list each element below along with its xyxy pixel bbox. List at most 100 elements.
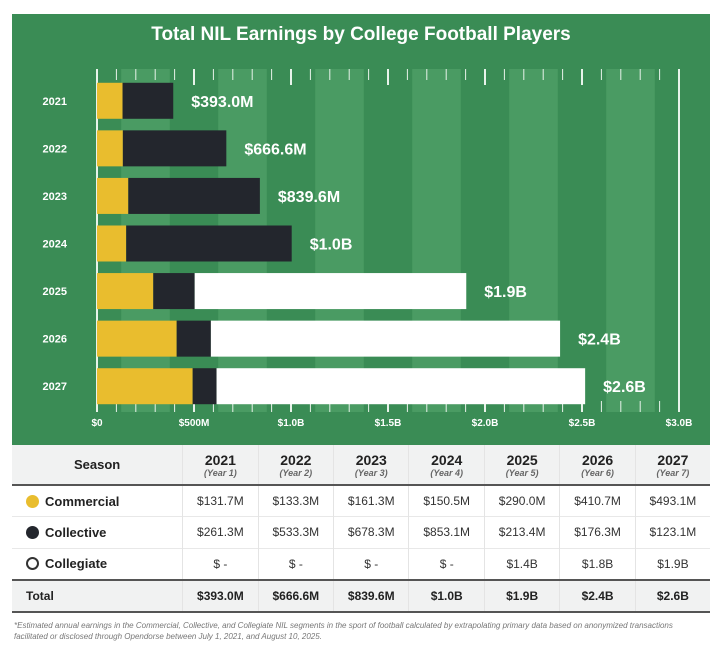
bar-commercial xyxy=(97,177,129,214)
year-header: 2023 (Year 3) xyxy=(333,445,409,486)
row-label: Collective xyxy=(12,517,183,549)
row-label-text: Collective xyxy=(45,524,107,540)
x-tick-label: $500M xyxy=(179,418,210,429)
year-label: 2024 xyxy=(431,451,463,468)
table-row: Collegiate $ - $ - $ - $ - $1.4B $1.8B $1.9B xyxy=(12,548,710,580)
x-tick-label: $0 xyxy=(91,418,103,429)
table-row: Collective $261.3M $533.3M $678.3M $853.1M $2… xyxy=(12,516,710,549)
total-cell: $666.6M xyxy=(257,579,334,612)
row-label-text: Collegiate xyxy=(45,556,108,571)
bar-collective xyxy=(153,273,195,310)
category-label: 2022 xyxy=(43,143,67,155)
bar-collective xyxy=(122,130,227,167)
total-cell: $1.9B xyxy=(483,579,560,612)
year-header: 2026 (Year 6) xyxy=(559,445,636,486)
table-cell: $410.7M xyxy=(559,485,636,517)
bar-collective xyxy=(192,368,217,405)
table-cell: $131.7M xyxy=(182,485,259,517)
table-cell: $493.1M xyxy=(634,485,710,517)
year-label: 2025 xyxy=(506,451,538,468)
category-label: 2027 xyxy=(43,381,67,393)
table-cell: $150.5M xyxy=(408,485,485,517)
legend-dot-icon xyxy=(26,525,39,539)
field-stripe xyxy=(509,69,558,412)
total-value-label: $839.6M xyxy=(278,189,340,206)
category-label: 2026 xyxy=(43,334,67,346)
year-sub-label: (Year 3) xyxy=(354,467,388,478)
table-cell: $ - xyxy=(333,548,409,580)
x-tick-label: $2.5B xyxy=(569,418,596,429)
bar-commercial xyxy=(97,225,127,262)
table-cell: $ - xyxy=(182,548,259,580)
chart-panel: 2021 $393.0M 2022 $666.6M 2023 $839.6M 2024 $1.… xyxy=(12,14,710,445)
table-cell: $123.1M xyxy=(634,516,710,548)
bar-collegiate xyxy=(194,273,467,310)
x-tick-label: $2.0B xyxy=(472,418,499,429)
year-label: 2026 xyxy=(582,451,614,468)
year-header: 2025 (Year 5) xyxy=(483,445,560,486)
year-sub-label: (Year 6) xyxy=(581,467,614,478)
legend-dot-icon xyxy=(26,557,39,570)
year-label: 2027 xyxy=(657,451,689,468)
total-cell: $2.4B xyxy=(559,579,636,612)
x-tick-label: $1.0B xyxy=(278,418,305,429)
year-sub-label: (Year 7) xyxy=(656,467,690,478)
total-cell: $393.0M xyxy=(182,579,259,612)
row-label-text: Commercial xyxy=(45,493,120,509)
year-sub-label: (Year 2) xyxy=(279,467,313,478)
year-sub-label: (Year 1) xyxy=(204,467,237,478)
field-stripe xyxy=(606,69,655,412)
table-cell: $261.3M xyxy=(182,516,259,548)
total-value-label: $1.0B xyxy=(310,237,353,254)
year-header: 2027 (Year 7) xyxy=(634,445,710,486)
bar-commercial xyxy=(97,368,193,405)
bar-commercial xyxy=(97,82,123,119)
x-tick-label: $3.0B xyxy=(666,418,693,429)
chart-title: Total NIL Earnings by College Football P… xyxy=(151,24,571,45)
table-cell: $161.3M xyxy=(333,485,409,517)
category-label: 2024 xyxy=(43,239,68,251)
year-header: 2024 (Year 4) xyxy=(408,445,485,486)
total-value-label: $2.4B xyxy=(578,332,621,349)
total-value-label: $393.0M xyxy=(191,94,253,111)
table-cell: $853.1M xyxy=(408,516,485,548)
table-cell: $1.8B xyxy=(559,548,636,580)
table-cell: $290.0M xyxy=(483,485,560,517)
bar-collective xyxy=(122,82,174,119)
table-header-row: Season 2021 (Year 1) 2022 (Year 2) 2023 (Year… xyxy=(12,445,710,486)
bar-collective xyxy=(176,320,211,357)
table-cell: $213.4M xyxy=(483,516,560,548)
total-value-label: $1.9B xyxy=(484,284,527,301)
legend-dot-icon xyxy=(26,494,39,508)
year-label: 2021 xyxy=(204,451,236,468)
total-value-label: $2.6B xyxy=(603,379,646,396)
total-value-label: $666.6M xyxy=(244,141,306,158)
row-label: Commercial xyxy=(12,485,183,517)
year-label: 2022 xyxy=(280,451,312,468)
bar-commercial xyxy=(97,273,154,310)
season-header: Season xyxy=(12,445,183,486)
table-cell: $678.3M xyxy=(333,516,409,548)
table-cell: $ - xyxy=(408,548,485,580)
bar-collective xyxy=(126,225,292,262)
bar-commercial xyxy=(97,320,177,357)
bar-commercial xyxy=(97,130,123,167)
table-cell: $ - xyxy=(257,548,334,580)
total-row: Total $393.0M $666.6M $839.6M $1.0B $1.9B $2.… xyxy=(12,579,710,612)
bar-collegiate xyxy=(210,320,561,357)
year-header: 2022 (Year 2) xyxy=(257,445,334,486)
bar-chart: 2021 $393.0M 2022 $666.6M 2023 $839.6M 2024 $1.… xyxy=(43,69,693,429)
table-cell: $1.4B xyxy=(483,548,560,580)
table-cell: $133.3M xyxy=(257,485,334,517)
total-cell: $839.6M xyxy=(333,579,409,612)
data-table: Season 2021 (Year 1) 2022 (Year 2) 2023 (Year… xyxy=(12,445,710,613)
total-cell: $2.6B xyxy=(634,579,710,612)
x-tick-label: $1.5B xyxy=(375,418,402,429)
category-label: 2023 xyxy=(43,191,67,203)
table-row: Commercial $131.7M $133.3M $161.3M $150.5M $2… xyxy=(12,485,710,517)
table-cell: $176.3M xyxy=(559,516,636,548)
table-cell: $533.3M xyxy=(257,516,334,548)
total-label: Total xyxy=(26,588,54,603)
total-cell: $1.0B xyxy=(408,579,485,612)
year-label: 2023 xyxy=(355,451,387,468)
